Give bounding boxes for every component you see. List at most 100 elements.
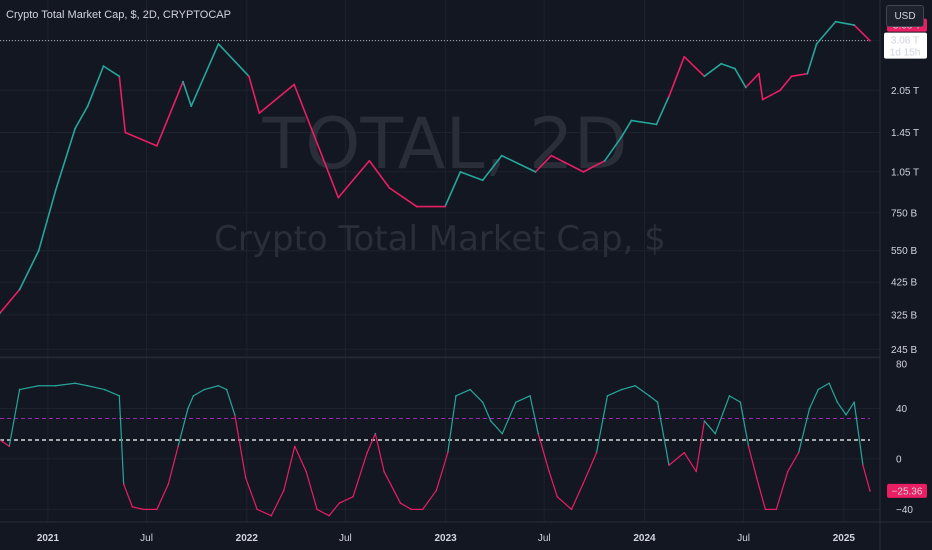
- oscillator-tick-label: −40: [896, 505, 913, 516]
- oscillator-segment: [218, 385, 227, 391]
- price-segment: [190, 43, 220, 107]
- price-segment: [388, 187, 418, 208]
- oscillator-segment: [328, 502, 340, 517]
- oscillator-point: [270, 514, 273, 517]
- price-segment: [790, 72, 809, 78]
- oscillator-segment: [836, 401, 847, 416]
- oscillator-point: [469, 388, 471, 391]
- oscillator-point: [447, 451, 449, 454]
- oscillator-segment: [245, 477, 258, 510]
- oscillator-segment: [703, 420, 716, 435]
- oscillator-segment: [104, 388, 120, 397]
- price-tick-label: 2.05 T: [891, 86, 919, 97]
- price-point: [720, 62, 723, 65]
- oscillator-point: [786, 470, 789, 473]
- watermark-symbol: TOTAL, 2D: [261, 103, 627, 185]
- price-point: [790, 75, 793, 78]
- price-point: [182, 80, 184, 83]
- price-segment: [54, 127, 76, 192]
- oscillator-point: [582, 483, 584, 485]
- price-point: [217, 42, 220, 45]
- time-tick-label: Jul: [140, 533, 153, 544]
- price-segment: [779, 75, 793, 92]
- oscillator-segment: [177, 408, 189, 447]
- oscillator-segment: [570, 483, 584, 510]
- oscillator-point: [595, 451, 598, 454]
- price-point: [744, 86, 747, 89]
- price-segment: [459, 171, 484, 182]
- price-point: [102, 65, 105, 68]
- price-segment: [758, 72, 764, 101]
- oscillator-segment: [167, 446, 179, 485]
- price-segment: [603, 136, 623, 162]
- currency-button[interactable]: USD: [886, 5, 924, 27]
- time-tick-label: 2024: [633, 533, 656, 544]
- oscillator-segment: [19, 385, 39, 391]
- oscillator-point: [167, 483, 170, 485]
- oscillator-segment: [729, 395, 741, 403]
- price-segment: [156, 80, 184, 147]
- oscillator-point: [537, 432, 540, 435]
- time-tick-label: Jul: [737, 533, 750, 544]
- oscillator-segment: [756, 477, 766, 510]
- oscillator-point: [18, 388, 21, 391]
- oscillator-segment: [853, 402, 864, 466]
- price-segment: [534, 154, 553, 173]
- oscillator-point: [37, 384, 40, 387]
- price-point: [582, 170, 585, 173]
- oscillator-axis[interactable]: 80 40 0 −40 −25.36: [887, 360, 927, 516]
- oscillator-point: [131, 506, 134, 508]
- oscillator-point: [755, 477, 758, 479]
- grid: [0, 0, 880, 522]
- oscillator-point: [695, 470, 698, 473]
- oscillator-segment: [668, 452, 685, 466]
- oscillator-point: [410, 508, 413, 511]
- oscillator-point: [764, 508, 767, 511]
- time-axis[interactable]: 2021 Jul 2022 Jul 2023 Jul 2024 Jul 2025: [37, 533, 856, 544]
- price-segment: [444, 171, 462, 208]
- price-point: [620, 135, 623, 138]
- oscillator-point: [620, 388, 623, 391]
- time-tick-label: Jul: [339, 533, 352, 544]
- price-axis[interactable]: 2.05 T 1.45 T 1.05 T 750 B 550 B 425 B 325 B 24…: [884, 18, 927, 356]
- oscillator-point: [366, 451, 368, 454]
- oscillator-point: [156, 508, 158, 511]
- price-point: [118, 75, 121, 78]
- oscillator-segment: [798, 408, 811, 453]
- price-point: [317, 144, 320, 147]
- price-point: [258, 112, 261, 115]
- price-point: [18, 288, 21, 291]
- oscillator-segment: [87, 385, 105, 391]
- price-segment: [744, 72, 760, 89]
- price-segment: [668, 55, 686, 98]
- price-point: [761, 98, 764, 101]
- oscillator-segment: [352, 452, 368, 497]
- oscillator-point: [869, 490, 871, 492]
- oscillator-segment: [515, 395, 531, 403]
- oscillator-segment: [817, 382, 830, 391]
- oscillator-segment: [775, 471, 789, 510]
- price-point: [337, 196, 340, 199]
- price-segment: [806, 43, 818, 75]
- price-point: [500, 154, 503, 157]
- price-segment: [655, 95, 670, 126]
- oscillator-segment: [204, 385, 219, 391]
- oscillator-point: [739, 401, 742, 403]
- oscillator-point: [747, 445, 750, 448]
- price-point: [779, 89, 782, 92]
- price-point: [415, 205, 418, 208]
- oscillator-point: [203, 388, 206, 391]
- oscillator-segment: [714, 395, 731, 434]
- price-segment: [74, 105, 89, 130]
- oscillator-point: [383, 470, 385, 473]
- oscillator-point: [548, 470, 550, 473]
- oscillator-segment: [366, 433, 376, 453]
- price-point: [703, 75, 706, 78]
- time-tick-label: 2025: [833, 533, 856, 544]
- oscillator-segment: [435, 452, 449, 491]
- price-segment: [720, 62, 736, 70]
- oscillator-point: [570, 508, 573, 511]
- price-segment: [500, 154, 537, 173]
